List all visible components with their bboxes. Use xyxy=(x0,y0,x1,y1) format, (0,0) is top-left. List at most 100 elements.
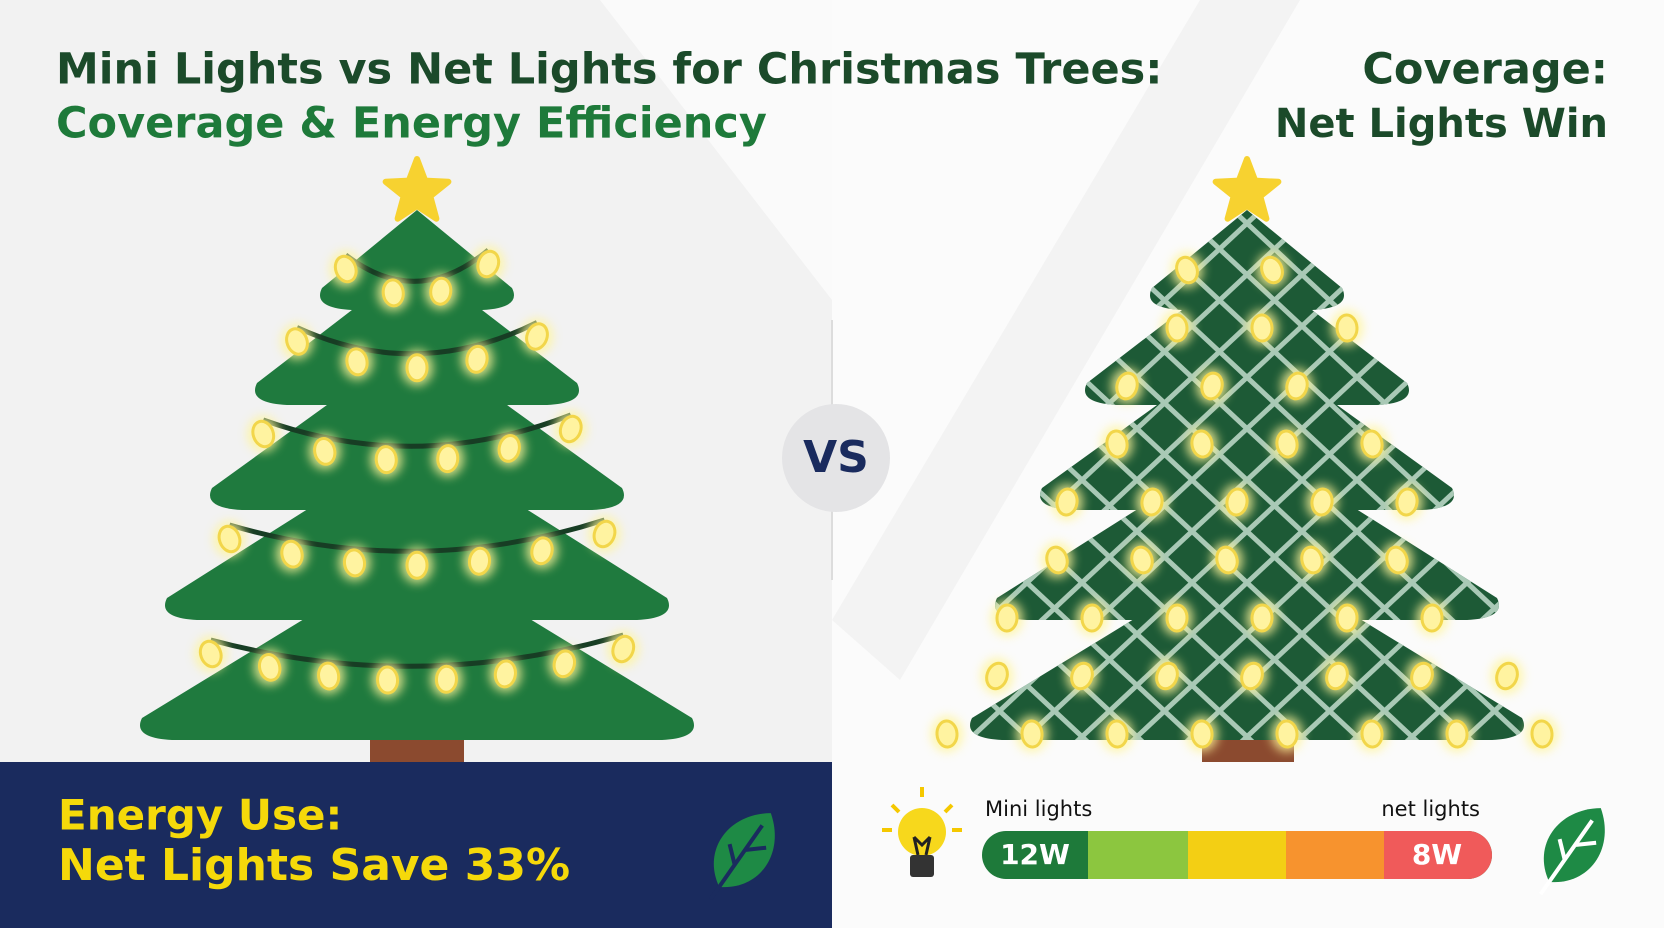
meter-left-label: Mini lights xyxy=(985,797,1092,821)
garland xyxy=(344,248,490,284)
bulb xyxy=(1410,661,1434,691)
net-line xyxy=(970,210,1219,740)
bulb xyxy=(374,445,398,475)
bulb xyxy=(476,249,501,279)
bulb xyxy=(530,536,554,566)
bulb xyxy=(1215,545,1239,575)
bulb xyxy=(434,664,458,694)
net-line xyxy=(970,210,1384,740)
bulb xyxy=(1130,545,1154,575)
bulb xyxy=(317,661,341,691)
net-line xyxy=(1275,210,1524,740)
bulb xyxy=(217,524,242,554)
bulb xyxy=(467,546,492,576)
vs-badge xyxy=(782,404,890,512)
bulb xyxy=(1360,719,1384,749)
bulb xyxy=(985,661,1009,691)
tree xyxy=(140,210,694,740)
bulb xyxy=(1240,661,1264,691)
bulb xyxy=(345,347,369,377)
coverage-heading-2: Net Lights Win xyxy=(1275,101,1608,147)
bulb xyxy=(1190,719,1214,749)
bulb xyxy=(313,437,337,466)
energy-panel xyxy=(0,762,832,928)
title-line-2: Coverage & Energy Efficiency xyxy=(56,99,767,149)
bulb xyxy=(1105,429,1129,459)
bulb xyxy=(1190,429,1214,459)
bulb xyxy=(1395,487,1419,517)
bulb xyxy=(1020,719,1044,749)
bulb xyxy=(1495,661,1519,691)
bulb xyxy=(1285,371,1309,401)
garland xyxy=(262,412,572,449)
bulb xyxy=(1260,255,1284,285)
bulb xyxy=(1045,545,1069,575)
bulb xyxy=(525,322,549,351)
bulb xyxy=(493,659,517,689)
bulb xyxy=(1250,313,1274,343)
bulb xyxy=(1155,661,1179,691)
bulb xyxy=(376,665,400,695)
vs-label: VS xyxy=(803,432,869,483)
bulb xyxy=(1225,487,1249,517)
bulb xyxy=(436,444,460,474)
meter-left-value: 12W xyxy=(1000,838,1070,871)
bulb xyxy=(381,278,405,308)
leaf-icon xyxy=(708,813,775,901)
bulb xyxy=(257,653,282,682)
bulb xyxy=(1250,603,1274,633)
bulb xyxy=(405,353,429,383)
bulb xyxy=(995,603,1019,633)
star xyxy=(382,156,452,222)
bulb xyxy=(1445,719,1469,749)
net-line xyxy=(970,210,1164,740)
bulb xyxy=(611,634,636,664)
meter-right-value: 8W xyxy=(1412,838,1462,871)
bg-shape xyxy=(832,0,1300,680)
bulb xyxy=(1275,429,1299,459)
bulb xyxy=(1360,429,1384,459)
bulb xyxy=(1200,371,1224,401)
bulb xyxy=(429,276,453,306)
bulb xyxy=(1335,603,1359,633)
leaf-icon xyxy=(1538,808,1605,896)
bulb xyxy=(280,539,304,569)
bulb xyxy=(1420,603,1444,633)
bulb xyxy=(1275,719,1299,749)
bulb xyxy=(558,414,583,444)
bulb xyxy=(333,254,358,284)
bulb xyxy=(1055,487,1079,517)
bulb xyxy=(1175,255,1199,285)
bulb xyxy=(1530,719,1554,749)
bg-shape xyxy=(600,0,832,300)
bulb xyxy=(1385,545,1409,575)
title-line-1: Mini Lights vs Net Lights for Christmas … xyxy=(56,45,1162,95)
bulb xyxy=(1070,661,1094,691)
coverage-heading-1: Coverage: xyxy=(1362,45,1608,95)
bulb xyxy=(1300,545,1324,575)
meter-bar xyxy=(982,831,1492,879)
bulb xyxy=(592,519,617,549)
bulb xyxy=(198,639,223,669)
bulb xyxy=(342,548,367,578)
bulb xyxy=(285,327,309,356)
bulb-icon xyxy=(882,787,962,877)
star xyxy=(1212,156,1282,222)
meter-right-label: net lights xyxy=(1381,797,1480,821)
bulb xyxy=(1335,313,1359,343)
net-line xyxy=(1110,210,1524,740)
bulb xyxy=(1325,661,1349,691)
bulb xyxy=(1165,603,1189,633)
bulb xyxy=(1310,487,1334,517)
bulb xyxy=(1140,487,1164,517)
trees xyxy=(140,156,1558,762)
bulb xyxy=(1115,371,1139,401)
bulb xyxy=(251,419,276,449)
bulb xyxy=(552,649,577,679)
bulb xyxy=(1165,313,1189,343)
energy-heading-2: Net Lights Save 33% xyxy=(58,840,570,891)
bulb xyxy=(465,344,489,374)
bulb xyxy=(497,434,521,463)
